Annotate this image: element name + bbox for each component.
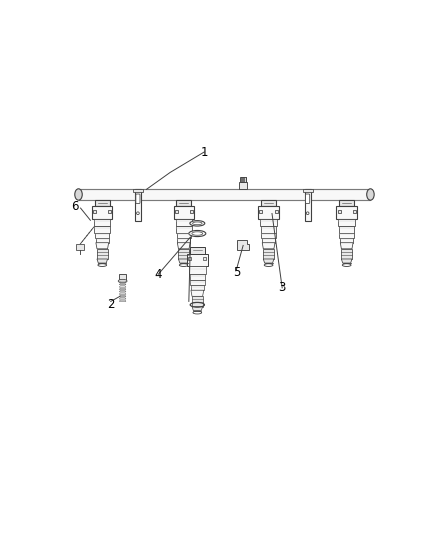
Bar <box>190 280 205 286</box>
Polygon shape <box>177 243 190 249</box>
Bar <box>177 232 191 238</box>
Polygon shape <box>119 286 126 287</box>
Polygon shape <box>341 259 352 263</box>
Bar <box>119 273 126 281</box>
Polygon shape <box>263 259 274 263</box>
Text: 6: 6 <box>71 200 78 213</box>
Bar <box>177 238 190 243</box>
Text: 3: 3 <box>279 281 286 294</box>
Bar <box>190 247 205 254</box>
Bar <box>97 249 108 259</box>
Bar <box>176 227 191 232</box>
Polygon shape <box>192 306 203 311</box>
Bar <box>240 182 247 189</box>
Circle shape <box>137 212 139 215</box>
Bar <box>304 189 311 221</box>
Polygon shape <box>178 259 189 263</box>
Bar <box>94 219 110 227</box>
Bar <box>135 189 141 221</box>
Bar <box>262 238 275 243</box>
Bar <box>95 227 110 232</box>
Polygon shape <box>340 243 353 249</box>
Polygon shape <box>119 295 126 297</box>
Polygon shape <box>237 240 249 251</box>
Bar <box>93 209 96 213</box>
Bar <box>339 219 355 227</box>
Polygon shape <box>262 243 275 249</box>
Bar <box>261 219 277 227</box>
Bar <box>178 249 189 259</box>
Bar <box>261 227 276 232</box>
Polygon shape <box>96 243 109 249</box>
Text: 4: 4 <box>155 268 162 281</box>
Polygon shape <box>119 288 126 289</box>
Bar <box>187 254 208 266</box>
Bar <box>190 274 205 280</box>
Polygon shape <box>119 300 126 302</box>
Bar <box>173 206 194 219</box>
Polygon shape <box>119 281 126 282</box>
Ellipse shape <box>367 189 374 200</box>
Bar <box>340 238 353 243</box>
Bar <box>188 257 191 260</box>
Bar <box>339 232 354 238</box>
Ellipse shape <box>193 222 202 225</box>
Bar <box>189 266 205 274</box>
FancyBboxPatch shape <box>136 194 140 204</box>
Bar <box>92 206 113 219</box>
Bar <box>263 249 274 259</box>
FancyBboxPatch shape <box>306 194 310 204</box>
Bar <box>339 200 354 206</box>
Ellipse shape <box>190 221 205 226</box>
Ellipse shape <box>75 189 82 200</box>
Bar <box>175 209 178 213</box>
Bar <box>336 206 357 219</box>
Bar <box>258 206 279 219</box>
Bar <box>338 209 341 213</box>
Polygon shape <box>119 284 126 285</box>
Bar <box>240 177 246 182</box>
Polygon shape <box>119 297 126 299</box>
Bar <box>259 209 262 213</box>
Polygon shape <box>119 293 126 294</box>
Bar <box>95 200 110 206</box>
Bar <box>353 209 356 213</box>
Bar <box>261 200 276 206</box>
Bar <box>78 189 371 200</box>
Bar <box>275 209 278 213</box>
Bar <box>191 286 204 290</box>
Ellipse shape <box>192 232 203 235</box>
Bar <box>203 257 206 260</box>
Bar <box>303 189 313 192</box>
Bar <box>133 189 143 192</box>
Bar <box>261 232 276 238</box>
Text: 1: 1 <box>200 146 208 158</box>
Bar <box>176 200 191 206</box>
Circle shape <box>306 212 309 215</box>
Bar <box>339 227 354 232</box>
Polygon shape <box>191 290 204 296</box>
Bar <box>96 238 109 243</box>
Polygon shape <box>119 290 126 292</box>
Text: 2: 2 <box>107 298 114 311</box>
Bar <box>95 232 110 238</box>
Polygon shape <box>97 259 108 263</box>
Bar <box>76 244 84 250</box>
Text: 5: 5 <box>233 266 240 279</box>
Bar <box>192 296 203 306</box>
Ellipse shape <box>118 279 127 282</box>
Bar <box>341 249 352 259</box>
Bar <box>176 219 192 227</box>
Ellipse shape <box>189 230 206 237</box>
Bar <box>190 209 193 213</box>
Bar <box>108 209 111 213</box>
